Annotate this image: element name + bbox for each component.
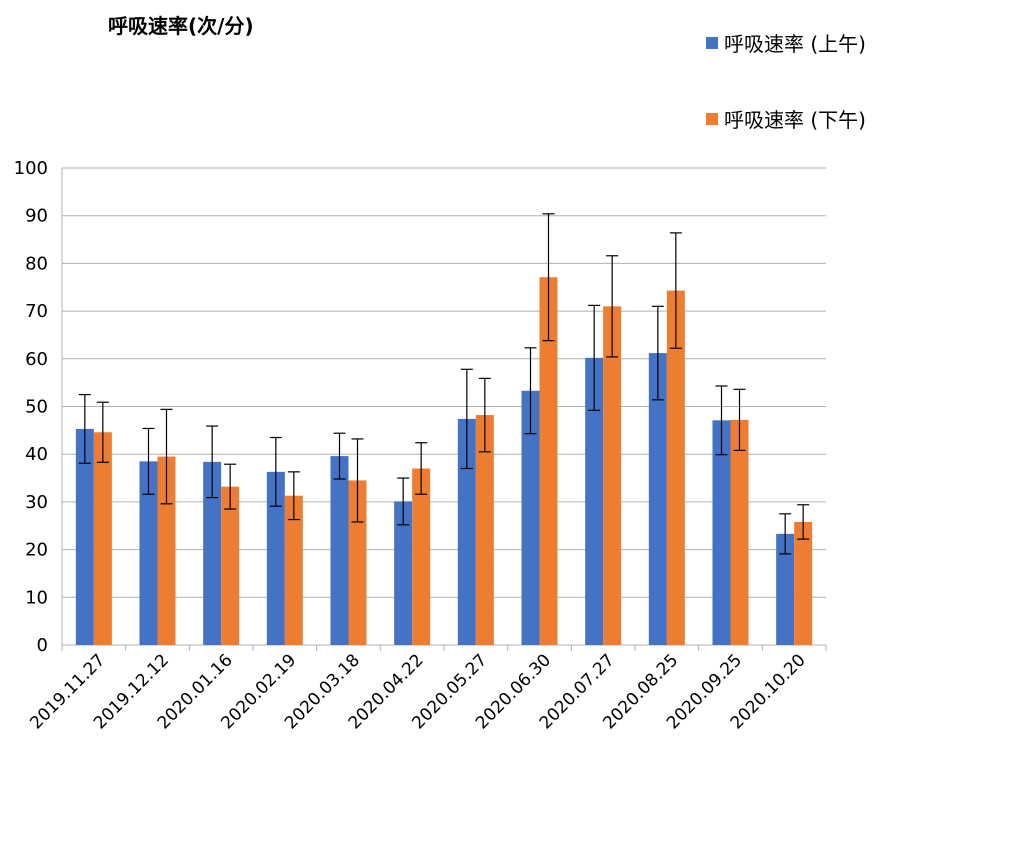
y-tick-label: 10 (25, 587, 48, 608)
bar (603, 306, 622, 645)
y-tick-label: 40 (25, 444, 48, 465)
bar (712, 420, 731, 645)
bar (794, 521, 813, 645)
legend-label-afternoon: 呼吸速率 (下午) (724, 108, 866, 132)
bar (221, 486, 240, 645)
bar (457, 418, 476, 645)
bar (648, 353, 667, 645)
bar (266, 471, 285, 645)
y-tick-label: 80 (25, 253, 48, 274)
y-tick-label: 30 (25, 492, 48, 513)
bar (412, 468, 431, 645)
y-tick-label: 20 (25, 540, 48, 561)
bar (139, 461, 158, 645)
bar (730, 419, 749, 645)
y-tick-label: 100 (14, 158, 48, 179)
y-tick-label: 90 (25, 206, 48, 227)
legend-item-morning: 呼吸速率 (上午) (706, 28, 866, 57)
bar (585, 357, 604, 645)
bar (75, 428, 94, 645)
y-tick-label: 60 (25, 349, 48, 370)
bar (776, 533, 795, 645)
bar (203, 461, 222, 645)
bar (394, 501, 413, 645)
legend-label-morning: 呼吸速率 (上午) (724, 32, 866, 56)
bar (284, 495, 303, 645)
bar (330, 456, 349, 645)
legend-item-afternoon: 呼吸速率 (下午) (706, 104, 866, 133)
legend-swatch-morning (706, 36, 718, 49)
bar (521, 390, 540, 645)
chart-title: 呼吸速率(次/分) (108, 14, 254, 38)
y-tick-label: 70 (25, 301, 48, 322)
y-tick-label: 0 (37, 635, 48, 656)
bar (539, 277, 558, 645)
bar (93, 432, 112, 645)
bar (475, 415, 494, 645)
bar (666, 290, 685, 645)
y-tick-label: 50 (25, 397, 48, 418)
legend-swatch-afternoon (706, 112, 718, 125)
